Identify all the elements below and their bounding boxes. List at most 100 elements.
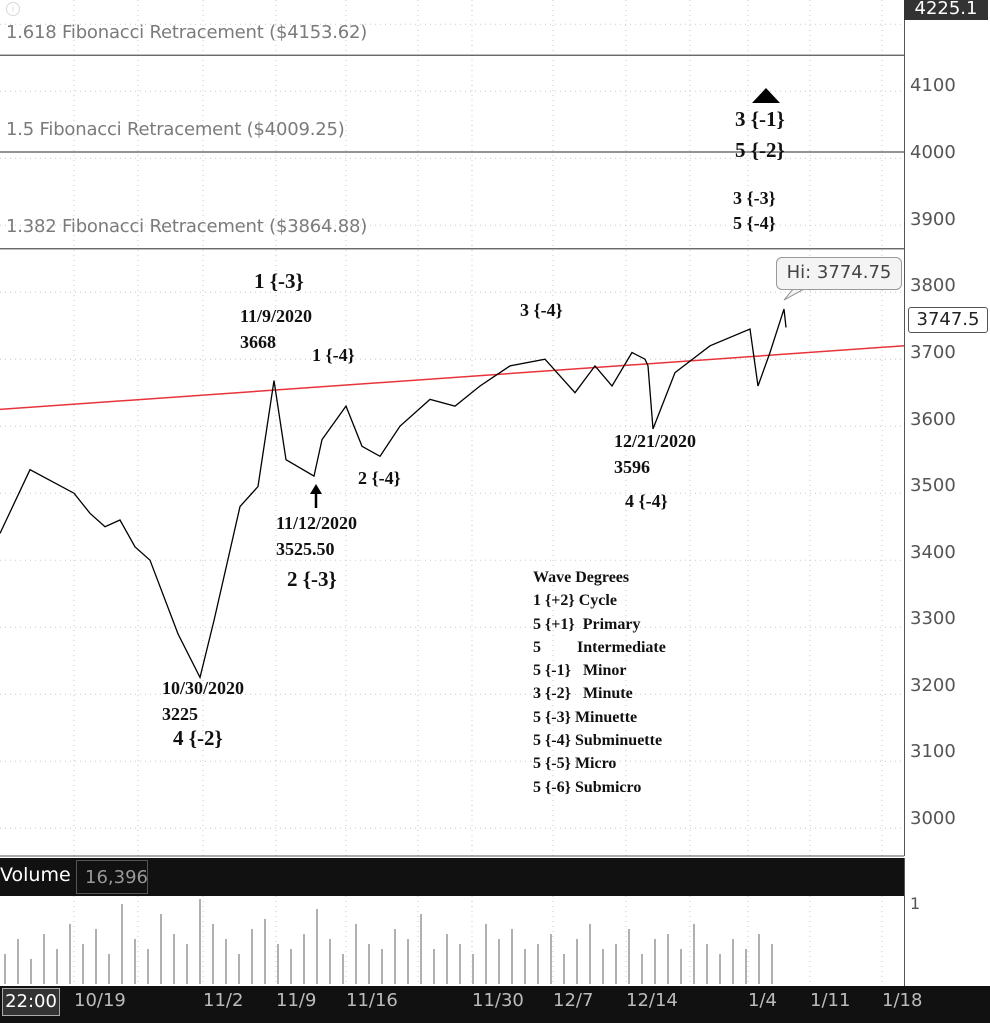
- date-tick: 11/9: [276, 990, 317, 1011]
- volume-bar: [719, 954, 721, 984]
- volume-bar: [225, 939, 227, 984]
- volume-bar: [472, 954, 474, 984]
- wave-label: 2 {-4}: [358, 468, 401, 488]
- hi-pointer-icon: [783, 287, 807, 301]
- legend-row: 5 {-6} Submicro: [533, 778, 642, 796]
- volume-axis[interactable]: [904, 858, 990, 988]
- volume-bar: [485, 924, 487, 984]
- legend-title: Wave Degrees: [533, 569, 630, 586]
- volume-bar: [251, 929, 253, 984]
- volume-bar: [368, 944, 370, 984]
- date-tick: 11/16: [346, 990, 398, 1011]
- volume-bar: [433, 949, 435, 984]
- price-tick: 3500: [910, 475, 956, 496]
- volume-value: 16,396: [76, 860, 148, 894]
- volume-bar: [407, 939, 409, 984]
- volume-bar: [394, 929, 396, 984]
- price-tick: 3700: [910, 342, 956, 363]
- legend-row: 5 {-5} Micro: [533, 755, 617, 773]
- price-label: 3668: [240, 332, 276, 352]
- volume-bar: [186, 944, 188, 984]
- volume-bar: [745, 949, 747, 984]
- volume-bar: [173, 934, 175, 984]
- volume-bar: [602, 949, 604, 984]
- volume-bar: [69, 924, 71, 984]
- date-tick: 1/4: [748, 990, 777, 1011]
- price-series-line: [0, 308, 787, 680]
- date-tick: 10/19: [74, 990, 126, 1011]
- volume-bar: [758, 934, 760, 984]
- wave-label: 3 {-1}: [735, 107, 785, 131]
- wave-label: 4 {-2}: [173, 726, 223, 750]
- wave-label: 5 {-4}: [733, 213, 776, 233]
- volume-bar: [277, 944, 279, 984]
- date-tick: 11/2: [203, 990, 244, 1011]
- volume-bar: [654, 939, 656, 984]
- wave-label: 5 {-2}: [735, 138, 785, 162]
- legend-row: 5 {+1} Primary: [533, 615, 641, 633]
- volume-bar: [4, 954, 6, 984]
- volume-bar: [537, 944, 539, 984]
- price-tick: 3100: [910, 741, 956, 762]
- price-tick: 3000: [910, 808, 956, 829]
- legend-row: 1 {+2} Cycle: [533, 592, 617, 610]
- legend-row: 3 {-2} Minute: [533, 685, 633, 703]
- volume-bar: [420, 914, 422, 984]
- volume-bar: [17, 939, 19, 984]
- info-icon[interactable]: i: [6, 2, 20, 16]
- date-tick: 12/14: [626, 990, 678, 1011]
- wave-label: 4 {-4}: [625, 491, 668, 511]
- volume-bar: [706, 944, 708, 984]
- wave-label: 1 {-4}: [312, 345, 355, 365]
- volume-bar: [693, 924, 695, 984]
- volume-bar: [771, 944, 773, 984]
- wave-label: 3 {-3}: [733, 188, 776, 208]
- date-label: 11/9/2020: [240, 306, 313, 326]
- volume-bar: [511, 929, 513, 984]
- arrows: [310, 88, 807, 508]
- date-axis[interactable]: [0, 986, 990, 1023]
- volume-bar: [628, 929, 630, 984]
- fib-label-1618: 1.618 Fibonacci Retracement ($4153.62): [6, 22, 368, 43]
- legend-row: 5 {-4} Subminuette: [533, 732, 663, 750]
- volume-bar: [550, 934, 552, 984]
- fib-label-15: 1.5 Fibonacci Retracement ($4009.25): [6, 119, 345, 140]
- price-label: 3525.50: [276, 539, 335, 559]
- volume-bar: [446, 934, 448, 984]
- volume-bar: [82, 944, 84, 984]
- hi-price-bubble: Hi: 3774.75: [776, 257, 902, 290]
- price-label: 3225: [162, 704, 198, 724]
- price-tick: 3600: [910, 409, 956, 430]
- up-arrow-triangle-icon: [752, 88, 780, 103]
- volume-bar: [589, 924, 591, 984]
- price-tick: 4100: [910, 75, 956, 96]
- volume-bar: [160, 914, 162, 984]
- price-label: 3596: [614, 457, 650, 477]
- volume-bar: [641, 954, 643, 984]
- price-tick: 3200: [910, 675, 956, 696]
- legend-row: 5 Intermediate: [533, 638, 666, 656]
- date-label: 12/21/2020: [614, 431, 697, 451]
- volume-title[interactable]: Volume: [0, 864, 71, 886]
- volume-bar: [212, 924, 214, 984]
- volume-bar: [238, 954, 240, 984]
- time-badge: 22:00: [2, 988, 60, 1016]
- volume-bar: [615, 944, 617, 984]
- up-arrow-head-icon: [310, 484, 322, 494]
- date-tick: 11/30: [472, 990, 524, 1011]
- wave-degrees-legend: Wave Degrees 1 {+2} Cycle 5 {+1} Primary…: [533, 566, 666, 799]
- date-tick: 1/18: [882, 990, 923, 1011]
- volume-bar: [134, 939, 136, 984]
- wave-label: 1 {-3}: [254, 269, 304, 293]
- volume-bar: [30, 959, 32, 984]
- date-tick: 1/11: [810, 990, 851, 1011]
- volume-bar: [498, 939, 500, 984]
- price-tick: 3900: [910, 209, 956, 230]
- price-axis-top-value: 4225.1: [904, 0, 988, 20]
- volume-bar: [524, 949, 526, 984]
- price-axis[interactable]: [904, 0, 990, 856]
- volume-bar: [199, 899, 201, 984]
- volume-bar: [147, 949, 149, 984]
